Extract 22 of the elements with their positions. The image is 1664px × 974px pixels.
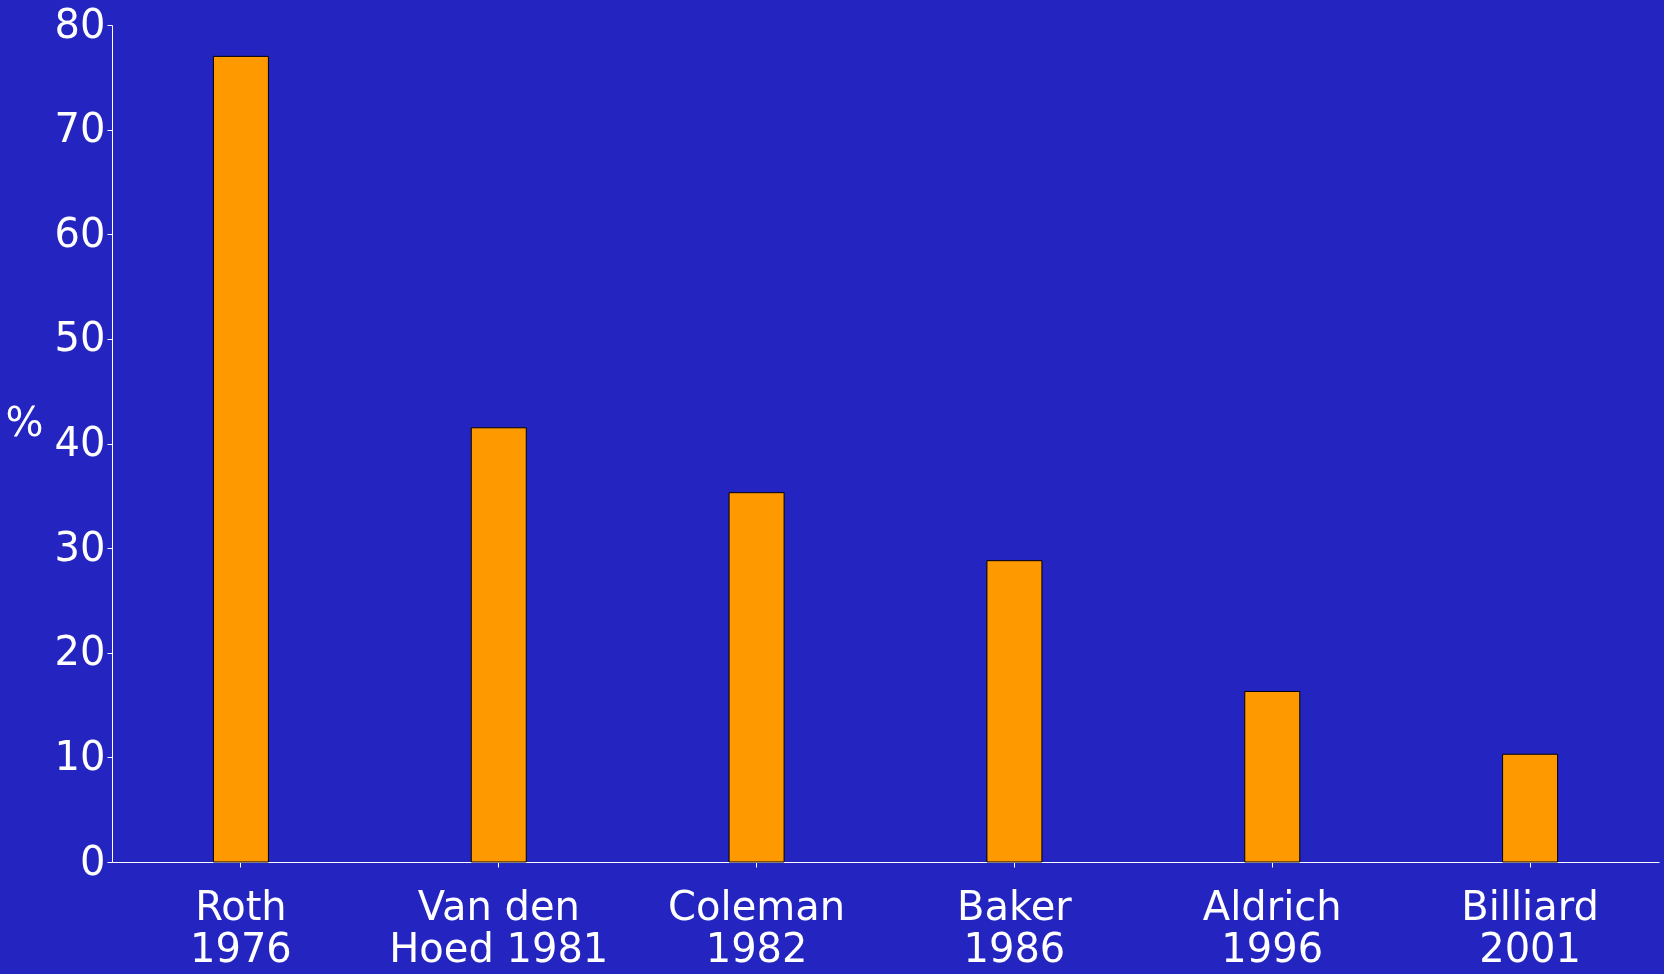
y-tick-label: 80	[54, 0, 106, 47]
bar	[212, 55, 269, 863]
y-tick-label: 30	[54, 523, 106, 570]
y-tick-label: 10	[54, 732, 106, 779]
bar	[470, 427, 527, 863]
x-tick-label: Coleman 1982	[668, 882, 846, 971]
y-tick-label: 60	[54, 209, 106, 256]
bar	[1502, 753, 1559, 863]
y-tick-label: 70	[54, 105, 106, 152]
x-tick-label: Baker 1986	[957, 882, 1073, 971]
x-tick-label: Roth 1976	[190, 882, 292, 971]
y-axis-title: %	[5, 399, 44, 445]
bar	[1244, 690, 1301, 863]
x-tick-label: Aldrich 1996	[1202, 882, 1342, 971]
bar	[728, 492, 785, 863]
bar	[986, 560, 1043, 863]
y-tick-label: 0	[80, 837, 106, 884]
y-tick-label: 40	[54, 419, 106, 465]
y-tick-label: 20	[54, 628, 106, 675]
y-tick-label: 50	[54, 314, 106, 361]
x-tick-label: Van den Hoed 1981	[389, 882, 609, 971]
x-tick-label: Billiard 2001	[1461, 882, 1599, 971]
